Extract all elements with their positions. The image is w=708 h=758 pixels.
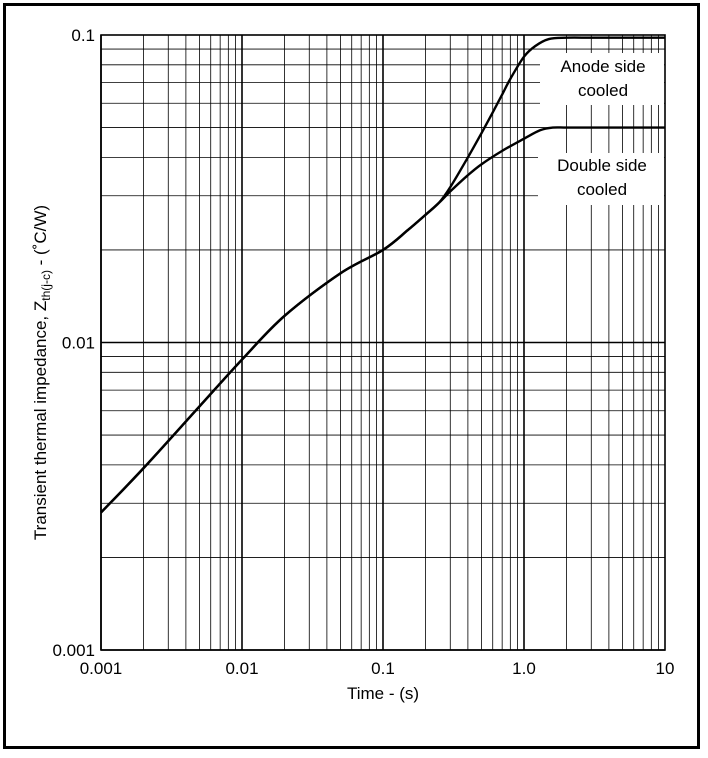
plot-border (100, 34, 666, 651)
y-axis-label-unit: - (˚C/W) (31, 205, 50, 270)
y-tick-label: 0.1 (71, 26, 95, 45)
y-tick-label: 0.01 (62, 334, 95, 353)
x-tick-label: 10 (656, 659, 675, 678)
x-axis-label: Time - (s) (347, 684, 419, 703)
grid-lines (100, 34, 666, 651)
y-tick-label: 0.001 (52, 641, 95, 660)
series-lines (100, 36, 665, 514)
tick-labels: 0.001 0.01 0.1 1.0 10 0.001 0.01 0.1 (52, 26, 674, 678)
annotation-label: cooled (578, 81, 628, 100)
y-axis-label-subscript: th(j-c) (39, 270, 53, 301)
annotation-label: Anode side (560, 57, 645, 76)
x-tick-label: 0.001 (80, 659, 123, 678)
annotation-background (538, 153, 664, 205)
annotations: Anode side cooled Double side cooled (538, 53, 664, 205)
series-line-double-side-cooled (100, 126, 665, 514)
annotation-background (540, 53, 664, 105)
chart-frame: Anode side cooled Double side cooled 0.001 0… (3, 3, 700, 749)
annotation-label: Double side (557, 156, 647, 175)
annotation-label: cooled (577, 180, 627, 199)
y-axis-label: Transient thermal impedance, Zth(j-c) - … (31, 205, 53, 540)
x-tick-label: 1.0 (512, 659, 536, 678)
y-axis-label-main: Transient thermal impedance, Z (31, 301, 50, 540)
x-tick-label: 0.01 (225, 659, 258, 678)
x-tick-label: 0.1 (371, 659, 395, 678)
